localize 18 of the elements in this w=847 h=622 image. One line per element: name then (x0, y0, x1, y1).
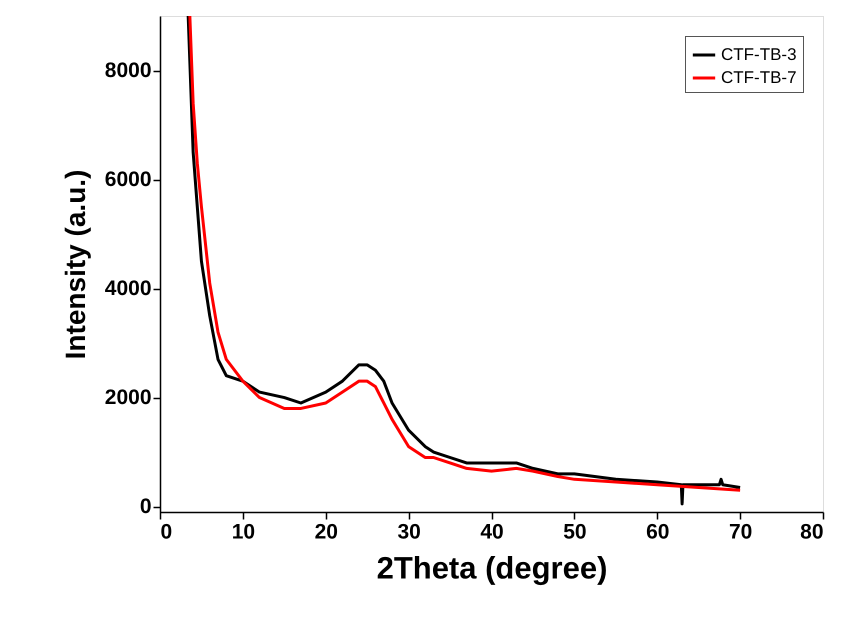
legend-label: CTF-TB-7 (721, 68, 797, 87)
legend-label: CTF-TB-3 (721, 45, 797, 64)
x-tick-label: 20 (314, 520, 338, 544)
y-tick-label: 4000 (104, 277, 152, 300)
x-tick-label: 50 (563, 520, 587, 544)
y-tick-label: 6000 (104, 168, 152, 192)
x-tick-label: 40 (480, 520, 504, 544)
x-tick-label: 60 (646, 520, 670, 544)
x-axis-title: 2Theta (degree) (376, 550, 608, 586)
x-tick-label: 70 (728, 520, 752, 544)
x-tick-label: 10 (232, 520, 256, 544)
x-tick-label: 80 (800, 520, 824, 544)
y-axis-title: Intensity (a.u.) (60, 170, 91, 360)
x-tick-label: 0 (160, 520, 172, 544)
y-tick-label: 2000 (104, 386, 152, 410)
y-tick-label: 0 (140, 495, 152, 518)
x-tick-label: 30 (397, 520, 421, 544)
y-tick-label: 8000 (104, 59, 152, 82)
